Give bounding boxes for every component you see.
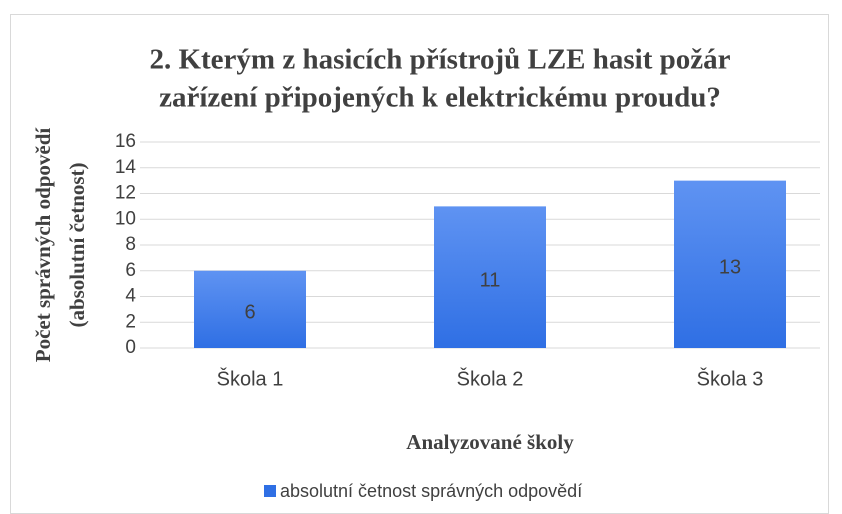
y-tick-label: 14 [115,157,137,178]
data-label: 13 [719,257,741,279]
legend-label: absolutní četnost správných odpovědí [280,481,582,501]
chart-title: 2. Kterým z hasicích přístrojů LZE hasit… [149,44,730,76]
y-tick-label: 6 [125,260,136,281]
y-tick-label: 4 [125,286,136,307]
data-label: 11 [480,269,501,291]
bar [434,206,546,348]
y-tick-label: 12 [115,183,136,204]
y-tick-label: 2 [125,311,136,332]
x-tick-label: Škola 1 [217,367,284,390]
y-tick-label: 0 [125,337,136,358]
y-axis-title: (absolutní četnost) [65,162,89,327]
data-label: 6 [244,302,255,324]
chart-title: zařízení připojených k elektrickému prou… [159,82,721,114]
bar [194,270,306,348]
legend-swatch [264,485,276,497]
x-axis-title: Analyzované školy [406,430,574,454]
x-tick-label: Škola 2 [457,367,524,390]
y-axis-title: Počet správných odpovědí [31,127,55,363]
y-tick-label: 16 [115,131,136,152]
bar [674,180,786,348]
x-tick-label: Škola 3 [697,367,764,390]
y-tick-label: 10 [115,208,136,229]
y-tick-label: 8 [125,234,136,255]
